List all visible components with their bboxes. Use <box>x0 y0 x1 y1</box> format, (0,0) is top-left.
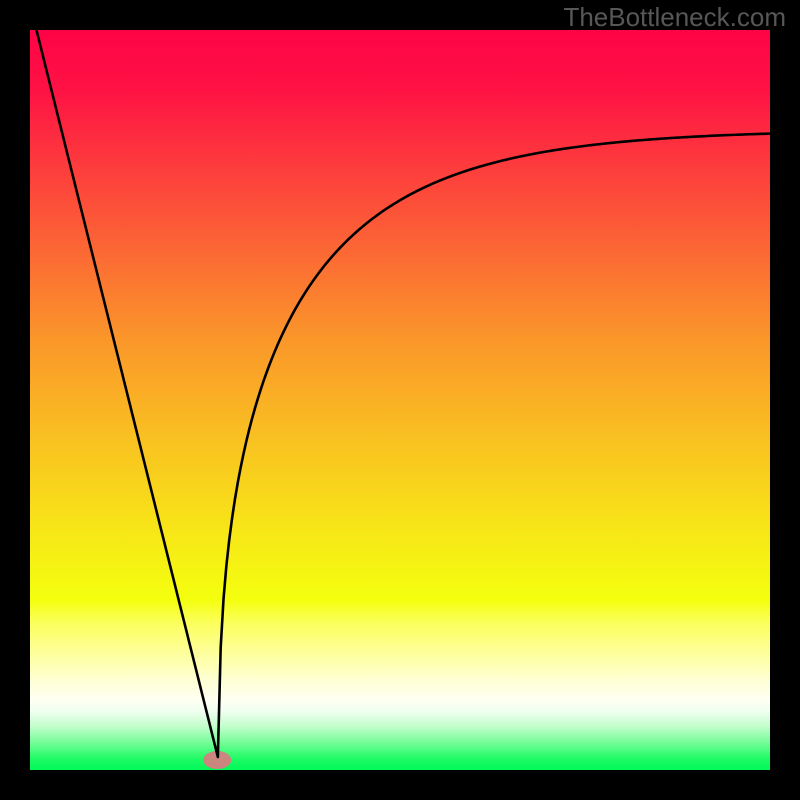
chart-frame: TheBottleneck.com <box>0 0 800 800</box>
gradient-background <box>30 30 770 770</box>
plot-area <box>30 30 770 770</box>
watermark-text: TheBottleneck.com <box>563 2 786 33</box>
plot-svg <box>30 30 770 770</box>
